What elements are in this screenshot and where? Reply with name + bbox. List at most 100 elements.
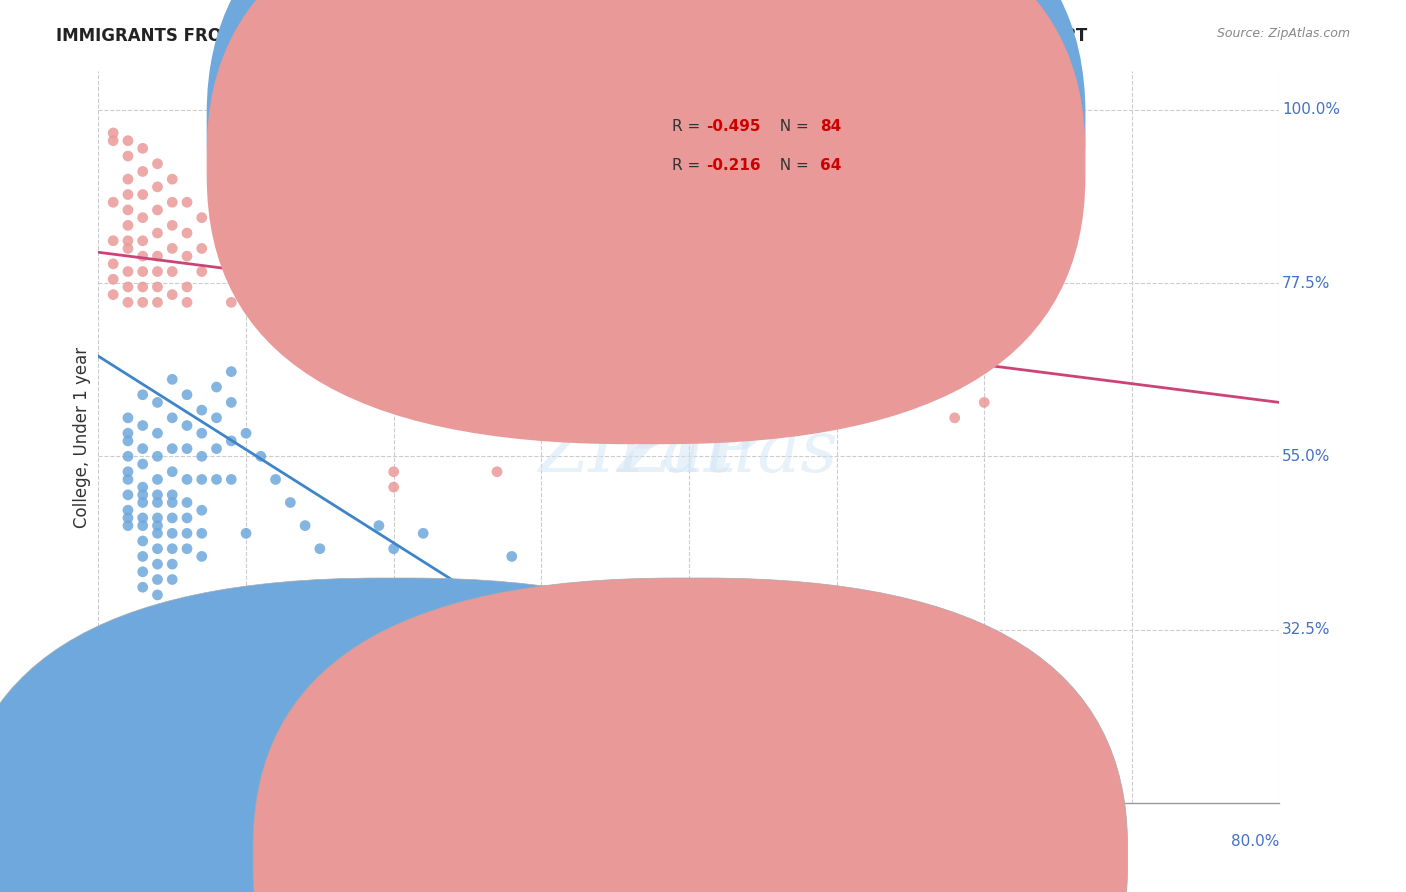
Point <box>162 410 183 425</box>
Point <box>146 495 169 509</box>
Point <box>191 503 214 517</box>
Point <box>205 442 228 456</box>
Point <box>412 272 434 286</box>
Point <box>191 426 214 441</box>
Point <box>146 472 169 486</box>
Text: ZIPatlas: ZIPatlas <box>538 417 839 487</box>
Text: 77.5%: 77.5% <box>1282 276 1330 291</box>
Point <box>382 541 405 556</box>
Point <box>132 418 155 433</box>
Point <box>176 418 198 433</box>
Text: -0.495: -0.495 <box>706 120 761 134</box>
Point <box>146 202 169 217</box>
Point <box>250 450 273 464</box>
Point <box>264 318 287 333</box>
Point <box>146 179 169 194</box>
Text: 100.0%: 100.0% <box>1282 103 1340 118</box>
Point <box>176 249 198 263</box>
Point <box>382 465 405 479</box>
Point <box>973 395 995 409</box>
Point <box>294 226 316 240</box>
Point <box>146 426 169 441</box>
Point <box>294 518 316 533</box>
Point <box>146 511 169 525</box>
Point <box>132 549 155 564</box>
Point <box>103 257 125 271</box>
Point <box>382 334 405 348</box>
Point <box>176 442 198 456</box>
Text: Source: ZipAtlas.com: Source: ZipAtlas.com <box>1216 27 1350 40</box>
Text: 0.0%: 0.0% <box>98 834 138 848</box>
Point <box>146 588 169 602</box>
Point <box>132 580 155 594</box>
Point <box>191 549 214 564</box>
Text: 80.0%: 80.0% <box>1232 834 1279 848</box>
Point <box>176 495 198 509</box>
Point <box>162 465 183 479</box>
Point <box>117 450 139 464</box>
Point <box>221 395 243 409</box>
Point <box>501 549 523 564</box>
Point <box>176 295 198 310</box>
Text: -0.216: -0.216 <box>706 158 761 172</box>
Text: R =: R = <box>672 120 706 134</box>
Point <box>162 511 183 525</box>
Point <box>176 195 198 210</box>
Point <box>132 534 155 549</box>
Point <box>146 450 169 464</box>
Text: 32.5%: 32.5% <box>1282 622 1330 637</box>
Point <box>221 295 243 310</box>
Point <box>132 518 155 533</box>
Point <box>103 195 125 210</box>
Point <box>132 442 155 456</box>
Point <box>191 403 214 417</box>
Point <box>191 450 214 464</box>
Point <box>146 157 169 171</box>
Point <box>117 149 139 163</box>
Point <box>132 249 155 263</box>
Point <box>162 372 183 386</box>
Point <box>205 410 228 425</box>
Point <box>117 465 139 479</box>
Point <box>162 264 183 278</box>
Point <box>117 295 139 310</box>
Point <box>221 365 243 379</box>
Point <box>117 410 139 425</box>
Point <box>176 526 198 541</box>
Text: 55.0%: 55.0% <box>1282 449 1330 464</box>
Point <box>132 141 155 155</box>
Point <box>205 472 228 486</box>
Point <box>146 280 169 294</box>
Point <box>132 164 155 178</box>
Text: IMMIGRANTS FROM NICARAGUA VS IMMIGRANTS FROM KOREA COLLEGE, UNDER 1 YEAR CORRELA: IMMIGRANTS FROM NICARAGUA VS IMMIGRANTS … <box>56 27 1087 45</box>
Text: 64: 64 <box>820 158 841 172</box>
Point <box>530 295 553 310</box>
Point <box>176 472 198 486</box>
Point <box>103 126 125 140</box>
Point <box>339 310 361 325</box>
Point <box>280 495 302 509</box>
Point <box>486 465 509 479</box>
Point <box>132 187 155 202</box>
Point <box>103 134 125 148</box>
Point <box>176 511 198 525</box>
Point <box>117 219 139 233</box>
Text: 84: 84 <box>820 120 841 134</box>
Point <box>162 195 183 210</box>
Point <box>103 272 125 286</box>
Point <box>235 426 257 441</box>
Point <box>132 488 155 502</box>
Point <box>146 541 169 556</box>
Point <box>132 495 155 509</box>
Point <box>191 472 214 486</box>
Point <box>132 565 155 579</box>
Point <box>176 388 198 402</box>
Point <box>117 488 139 502</box>
Point <box>162 526 183 541</box>
Point <box>146 226 169 240</box>
Point <box>103 234 125 248</box>
Point <box>162 242 183 256</box>
Point <box>146 526 169 541</box>
Point <box>146 573 169 587</box>
Point <box>132 234 155 248</box>
